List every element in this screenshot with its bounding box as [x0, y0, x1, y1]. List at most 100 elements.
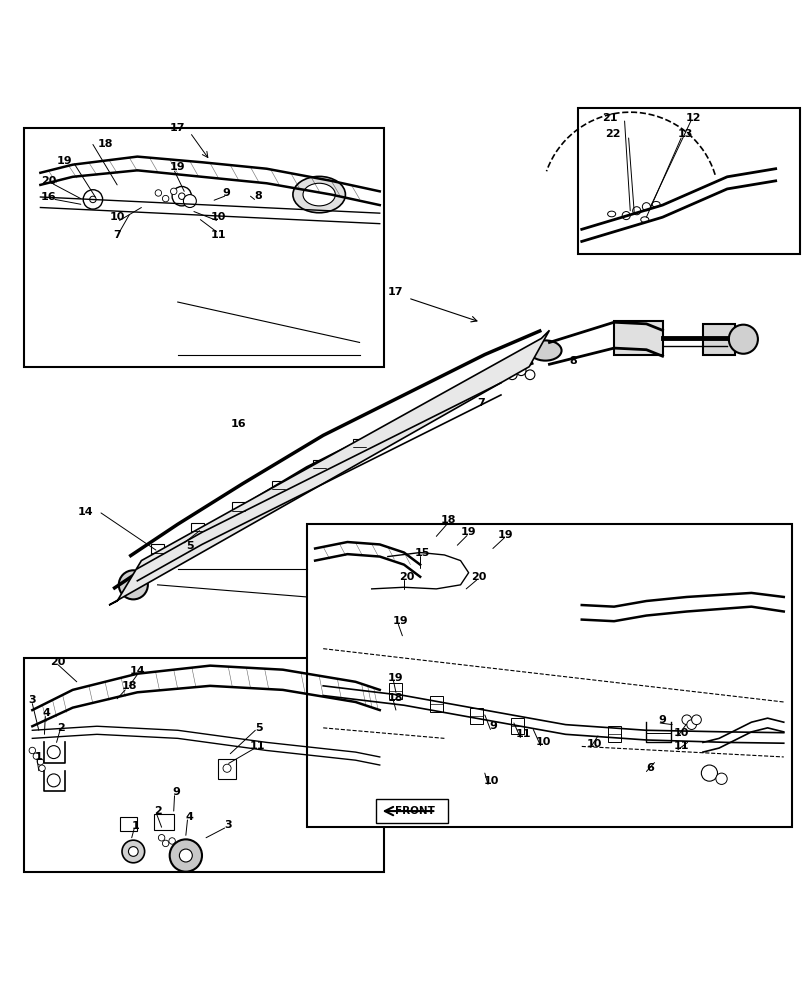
Bar	[608, 726, 621, 742]
Text: 1: 1	[35, 752, 43, 762]
Circle shape	[128, 847, 138, 856]
Bar	[24, 128, 384, 367]
Circle shape	[729, 325, 758, 354]
Ellipse shape	[641, 217, 649, 222]
Text: 19: 19	[170, 162, 186, 172]
Text: 18: 18	[440, 515, 457, 525]
Text: 18: 18	[121, 681, 137, 691]
Text: 19: 19	[461, 527, 477, 537]
Bar	[614, 321, 663, 355]
Circle shape	[687, 720, 696, 729]
Circle shape	[516, 366, 526, 376]
Text: 20: 20	[50, 657, 66, 667]
Text: 9: 9	[489, 721, 497, 731]
Circle shape	[716, 773, 727, 784]
Circle shape	[701, 765, 718, 781]
Text: 18: 18	[388, 693, 404, 703]
Bar	[232, 502, 245, 519]
Bar	[154, 814, 174, 830]
Bar	[703, 324, 735, 355]
Circle shape	[83, 190, 103, 209]
Circle shape	[179, 849, 192, 862]
Text: 16: 16	[230, 419, 246, 429]
Bar	[120, 817, 137, 831]
Text: 7: 7	[477, 398, 485, 408]
Text: 19: 19	[388, 673, 404, 683]
Circle shape	[525, 370, 535, 380]
Text: 21: 21	[602, 113, 618, 123]
Text: 11: 11	[673, 741, 689, 751]
Bar	[511, 718, 524, 734]
Circle shape	[682, 715, 692, 725]
Text: FRONT: FRONT	[394, 806, 435, 816]
Circle shape	[223, 764, 231, 772]
Circle shape	[172, 186, 191, 206]
Text: 5: 5	[186, 541, 194, 551]
Text: 15: 15	[415, 548, 431, 558]
Bar	[272, 481, 285, 497]
Circle shape	[162, 840, 169, 847]
Text: 7: 7	[113, 230, 121, 240]
Text: 9: 9	[172, 787, 180, 797]
Text: 11: 11	[249, 741, 265, 751]
Circle shape	[169, 838, 175, 844]
Circle shape	[175, 843, 181, 849]
Circle shape	[37, 759, 44, 765]
Polygon shape	[109, 330, 549, 605]
Text: 20: 20	[40, 176, 57, 186]
Text: 17: 17	[170, 123, 186, 133]
Text: 10: 10	[210, 212, 226, 222]
Text: 5: 5	[255, 723, 263, 733]
Text: 4: 4	[42, 708, 50, 718]
Text: 10: 10	[536, 737, 552, 747]
Circle shape	[158, 835, 165, 841]
Text: 11: 11	[210, 230, 226, 240]
Circle shape	[119, 570, 148, 599]
Bar	[151, 544, 164, 561]
Text: 11: 11	[516, 729, 532, 739]
Text: 4: 4	[185, 812, 193, 822]
Circle shape	[90, 196, 96, 203]
Text: 3: 3	[28, 695, 36, 705]
Text: 12: 12	[685, 113, 701, 123]
Circle shape	[128, 580, 138, 590]
Circle shape	[47, 774, 60, 787]
Circle shape	[507, 370, 517, 380]
Circle shape	[633, 207, 641, 215]
Text: 13: 13	[677, 129, 693, 139]
Text: 18: 18	[97, 139, 113, 149]
Circle shape	[622, 212, 630, 220]
Text: 10: 10	[586, 739, 602, 749]
Circle shape	[170, 839, 202, 872]
Bar	[353, 439, 366, 456]
Circle shape	[499, 366, 508, 376]
Text: 3: 3	[224, 820, 232, 830]
Bar	[389, 683, 402, 699]
Text: 17: 17	[388, 287, 404, 297]
Circle shape	[170, 188, 177, 195]
Text: 16: 16	[40, 192, 57, 202]
Circle shape	[155, 190, 162, 196]
Text: 20: 20	[398, 572, 415, 582]
Circle shape	[642, 203, 650, 211]
Text: 1: 1	[132, 821, 140, 831]
Text: 10: 10	[109, 212, 125, 222]
Circle shape	[39, 765, 45, 771]
Circle shape	[122, 840, 145, 863]
Text: 14: 14	[129, 666, 145, 676]
Circle shape	[179, 193, 185, 199]
Bar	[218, 759, 236, 779]
Text: 22: 22	[604, 129, 621, 139]
Ellipse shape	[652, 201, 660, 207]
Text: 8: 8	[255, 191, 263, 201]
Bar	[307, 524, 792, 827]
Ellipse shape	[608, 211, 616, 217]
Bar	[24, 658, 384, 872]
Circle shape	[33, 753, 40, 759]
Text: 8: 8	[570, 356, 578, 366]
Text: 2: 2	[154, 806, 162, 816]
Ellipse shape	[303, 183, 335, 206]
Bar	[578, 108, 800, 254]
Text: 19: 19	[57, 156, 73, 166]
Text: 2: 2	[57, 723, 65, 733]
